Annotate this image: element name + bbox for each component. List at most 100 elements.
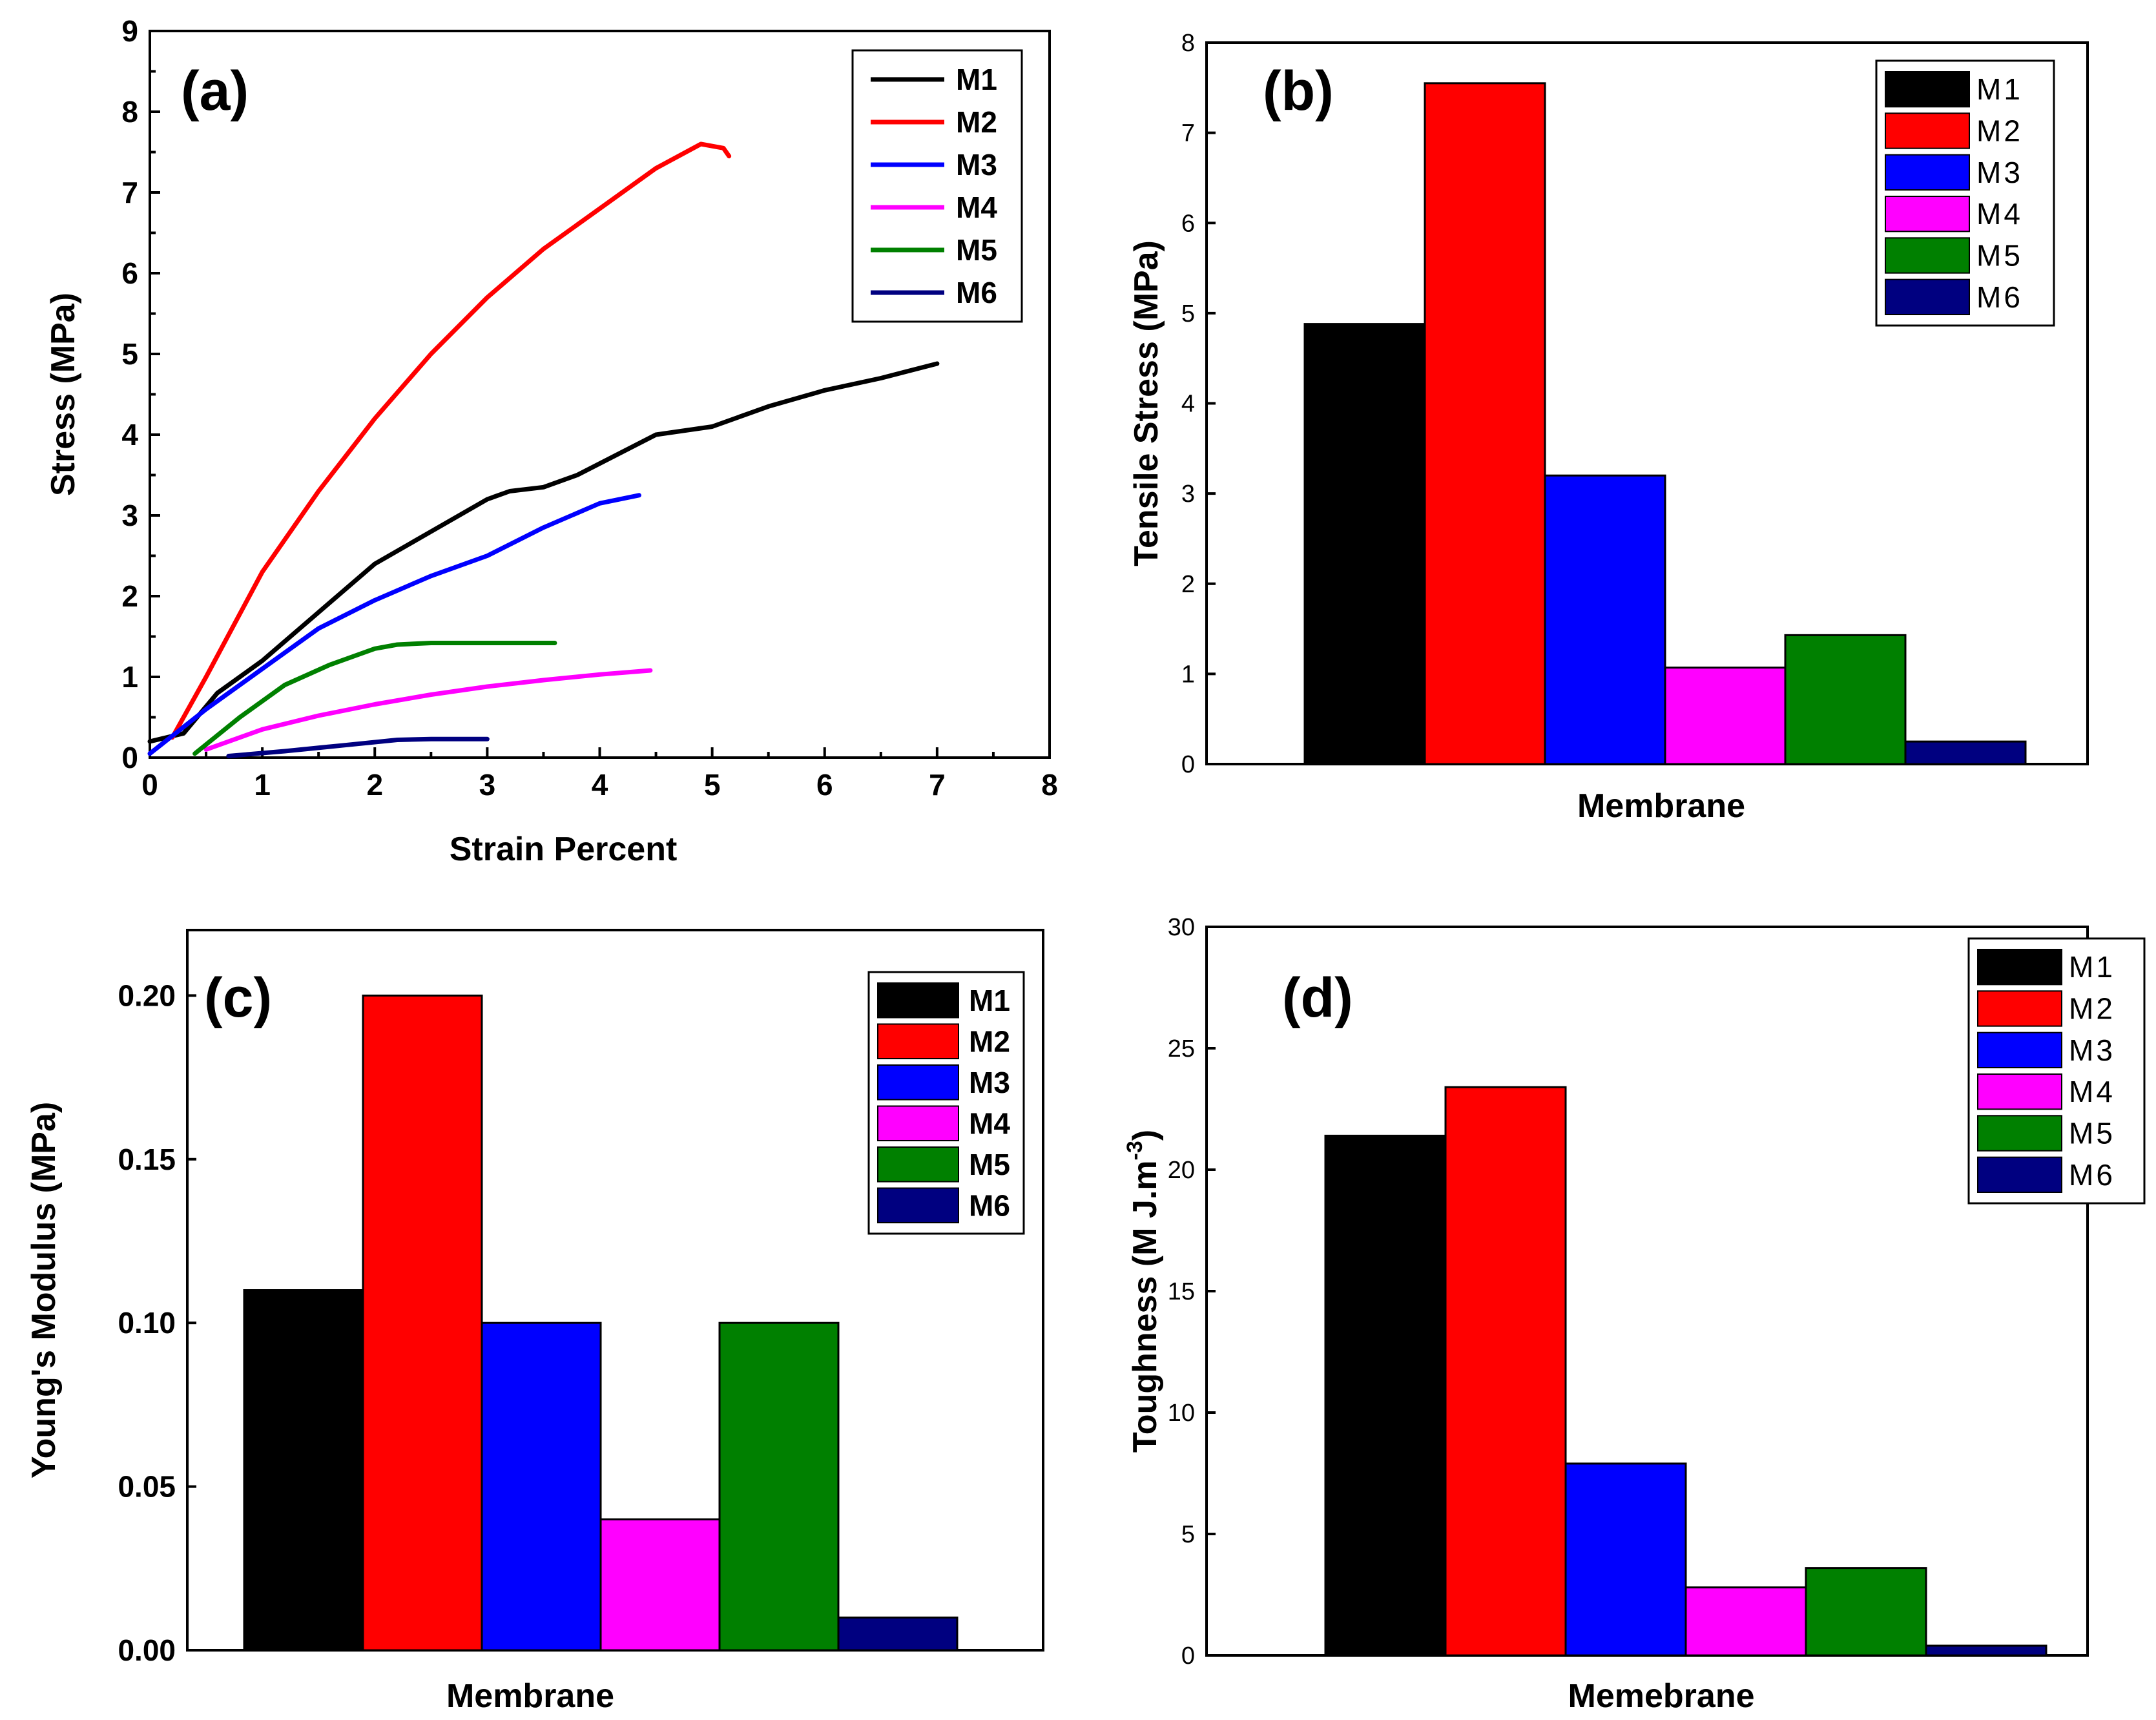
y-tick-label: 0.05 <box>118 1470 176 1504</box>
series-line-m5 <box>192 641 557 756</box>
y-tick-label: 5 <box>1181 300 1195 327</box>
legend-swatch-m3 <box>1977 1031 2062 1068</box>
x-tick-label: 7 <box>929 768 946 802</box>
legend-label-m5: M5 <box>969 1148 1010 1181</box>
legend-swatch-m1 <box>877 982 959 1019</box>
y-tick-label: 7 <box>1181 120 1195 147</box>
bar-m6 <box>1904 740 2027 765</box>
legend-label-m1: M1 <box>956 63 997 96</box>
x-tick-label: 8 <box>1041 768 1058 802</box>
legend-label-m5: M5 <box>1976 239 2023 273</box>
y-tick-label: 2 <box>1181 571 1195 598</box>
legend-label-m6: M6 <box>956 276 997 309</box>
bar-m1 <box>1303 323 1426 765</box>
legend-swatch-m2 <box>877 1023 959 1059</box>
series-line-m4 <box>203 668 653 752</box>
bar-m5 <box>1784 634 1907 765</box>
legend-swatch-m5 <box>1885 237 1970 274</box>
bar-m3 <box>481 1321 602 1652</box>
bar-m2 <box>362 994 483 1652</box>
bar-m2 <box>1444 1086 1567 1657</box>
legend: M1 M2 M3 M4 M5 M6 <box>1967 937 2146 1205</box>
x-tick-label: 1 <box>254 768 271 802</box>
legend-label-m5: M5 <box>956 233 997 267</box>
y-tick-label: 7 <box>121 176 138 209</box>
series-line-m1 <box>147 361 940 744</box>
series-line-m6 <box>226 736 490 758</box>
panel-label: (c) <box>204 967 272 1029</box>
bar-m4 <box>1664 667 1787 765</box>
legend-label-m4: M4 <box>956 191 997 224</box>
y-tick-label: 10 <box>1168 1400 1195 1427</box>
legend-label-m2: M2 <box>1976 114 2023 148</box>
y-tick-label: 3 <box>1181 481 1195 508</box>
legend-label-m2: M2 <box>969 1024 1010 1058</box>
y-tick-label: 0 <box>1181 1642 1195 1670</box>
y-tick-label: 8 <box>121 95 138 129</box>
legend-label-m5: M5 <box>2069 1117 2115 1150</box>
legend-swatch-m2 <box>1977 990 2062 1027</box>
legend-label-m6: M6 <box>1976 280 2023 314</box>
y-tick-label: 20 <box>1168 1157 1195 1184</box>
bar-m4 <box>1684 1586 1807 1657</box>
y-axis-label: Young's Modulus (MPa) <box>25 1102 63 1478</box>
panel-label: (d) <box>1282 967 1353 1029</box>
legend: M1 M2 M3 M4 M5 M6 <box>867 971 1025 1235</box>
legend-swatch-m5 <box>877 1146 959 1183</box>
legend-swatch-m3 <box>877 1064 959 1101</box>
y-tick-label: 2 <box>121 579 138 613</box>
y-tick-label: 0 <box>121 741 138 774</box>
bar-m3 <box>1564 1462 1687 1657</box>
x-tick-label: 3 <box>479 768 496 802</box>
legend-label-m1: M1 <box>1976 72 2023 106</box>
y-tick-label: 5 <box>121 337 138 371</box>
y-tick-label: 0 <box>1181 751 1195 778</box>
x-tick-label: 4 <box>592 768 608 802</box>
y-axis-label: Toughness (M J.m-3) <box>1123 1130 1164 1453</box>
y-axis-label: Stress (MPa) <box>45 293 82 496</box>
x-tick-label: 5 <box>704 768 721 802</box>
legend-swatch-m5 <box>1977 1115 2062 1152</box>
y-tick-label: 1 <box>1181 661 1195 688</box>
bar-m6 <box>1925 1644 2047 1657</box>
legend-label-m1: M1 <box>969 984 1010 1017</box>
bar-m6 <box>837 1616 959 1652</box>
legend-label-m3: M3 <box>2069 1033 2115 1067</box>
panel-b-bar-chart: 0 1 2 3 4 5 6 7 8 (b) Membrane Tensile Stress (MPa)… <box>1128 30 2089 825</box>
legend-label-m6: M6 <box>969 1188 1010 1222</box>
legend-label-m4: M4 <box>2069 1075 2115 1108</box>
y-tick-label: 9 <box>121 14 138 48</box>
legend-swatch-m4 <box>1977 1073 2062 1110</box>
y-tick-label: 6 <box>121 256 138 290</box>
y-tick-label: 0.20 <box>118 979 176 1012</box>
x-axis-label: Memebrane <box>1568 1677 1755 1715</box>
legend-label-m6: M6 <box>2069 1158 2115 1192</box>
legend-swatch-m4 <box>877 1105 959 1141</box>
x-axis-label: Membrane <box>446 1677 614 1715</box>
y-tick-label: 0.10 <box>118 1306 176 1340</box>
legend-swatch-m4 <box>1885 196 1970 233</box>
panel-label: (a) <box>181 60 249 122</box>
legend-swatch-m6 <box>1977 1156 2062 1193</box>
y-tick-label: 1 <box>121 660 138 694</box>
bar-m1 <box>1324 1134 1447 1657</box>
y-tick-label: 3 <box>121 499 138 532</box>
y-tick-label: 30 <box>1168 914 1195 941</box>
y-tick-label: 4 <box>121 418 138 451</box>
y-tick-label: 15 <box>1168 1278 1195 1305</box>
bar-m1 <box>243 1289 364 1652</box>
bar-m5 <box>1805 1567 1927 1657</box>
legend: M1 M2 M3 M4 M5 M6 <box>851 49 1023 323</box>
bar-m3 <box>1544 474 1666 765</box>
bar-m5 <box>718 1321 840 1652</box>
y-tick-label: 0.00 <box>118 1633 176 1667</box>
bar-m4 <box>599 1518 721 1652</box>
bar-m2 <box>1424 82 1546 765</box>
legend-label-m3: M3 <box>956 148 997 181</box>
legend-label-m2: M2 <box>2069 992 2115 1026</box>
legend-label-m1: M1 <box>2069 950 2115 984</box>
y-tick-label: 4 <box>1181 391 1195 418</box>
legend-swatch-m6 <box>877 1187 959 1223</box>
legend-label-m3: M3 <box>1976 156 2023 189</box>
